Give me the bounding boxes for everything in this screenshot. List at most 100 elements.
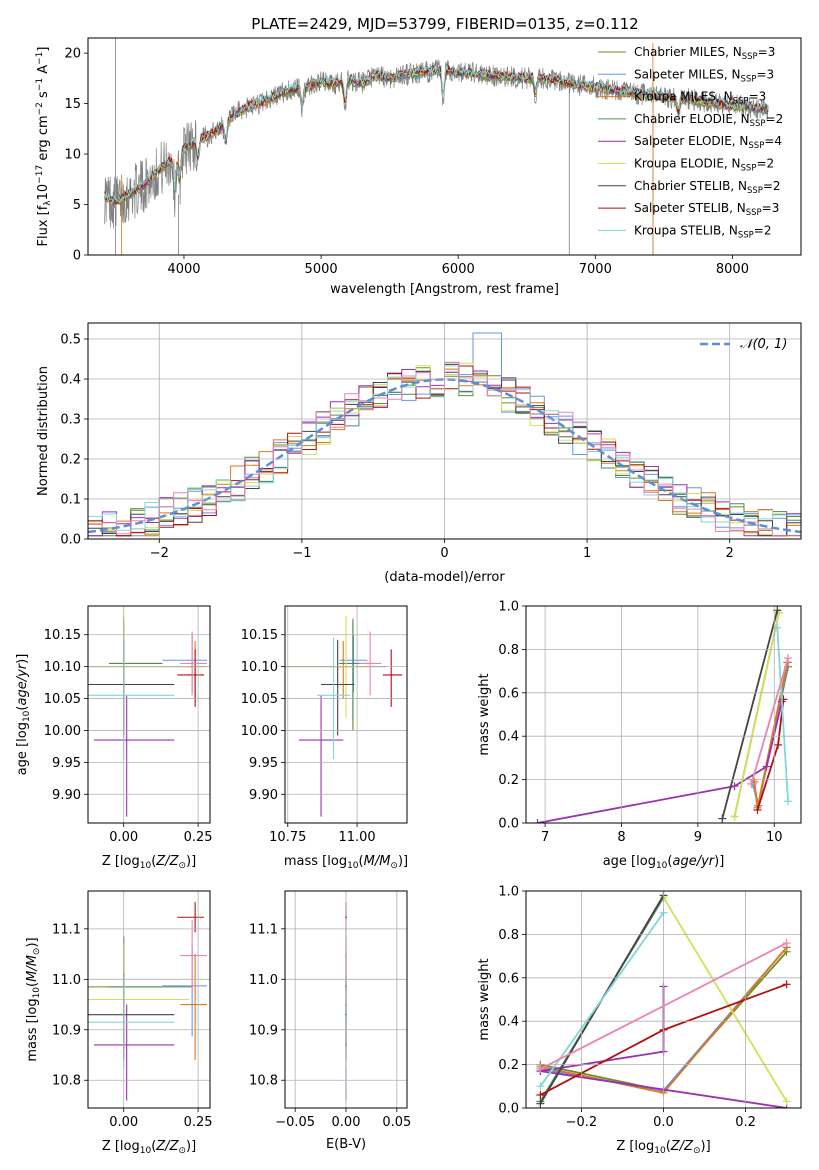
age-vs-z-xlabel-part: ( <box>151 854 156 869</box>
legend-label-value: =3 <box>758 45 776 59</box>
weight_vs_Z-panel: −0.2 0.0 0.2 0.0 0.2 0.4 0.6 0.8 1.0 Z [log10(Z/Z… <box>477 885 802 1156</box>
age-vs-mass-xlabel-part: 10 <box>347 861 359 871</box>
y-tick-label: 0.8 <box>498 928 519 943</box>
legend-label-text: Salpeter STELIB, N <box>634 201 746 215</box>
legend-label-value: =4 <box>764 134 782 148</box>
mass-vs-z-ylabel-part: )] <box>25 937 40 947</box>
y-tick-label: 0.2 <box>498 773 519 788</box>
y-tick-label: 10.9 <box>249 1023 278 1038</box>
x-tick-label: 6000 <box>442 262 475 277</box>
age_vs_mass-frame <box>284 605 408 824</box>
legend-label-text: Kroupa STELIB, N <box>634 223 738 237</box>
x-tick-label: 5000 <box>305 262 338 277</box>
y-tick-label: 0.4 <box>60 373 81 388</box>
weight-line <box>750 657 789 785</box>
y-tick-label: 9.95 <box>52 756 81 771</box>
mass_vs_Z-plot-area <box>88 902 208 1101</box>
spectrum-ylabel-part: λ <box>43 200 53 206</box>
y-tick-label: 0.1 <box>60 493 81 508</box>
legend-label-text: Salpeter ELODIE, N <box>634 134 748 148</box>
x-tick-label: −2 <box>150 546 169 561</box>
weight-vs-z-xlabel: Z [log10(Z/Z⊙)] <box>616 1139 710 1156</box>
mass-vs-z-xlabel-part: ⊙ <box>178 1146 186 1156</box>
y-tick-label: 0.2 <box>60 453 81 468</box>
weight-vs-z-xlabel-part: ⊙ <box>693 1146 701 1156</box>
y-tick-label: 0 <box>73 249 81 264</box>
spectrum-ylabel-part: −1 <box>35 78 45 91</box>
spectrum-ylabel-part: erg cm <box>36 115 51 164</box>
y-tick-label: 0.0 <box>498 1102 519 1117</box>
legend-label-text: Kroupa ELODIE, N <box>634 157 741 171</box>
x-tick-label: 4000 <box>167 262 200 277</box>
legend-label-value: =3 <box>756 67 774 81</box>
legend-label: 𝒩(0, 1) <box>740 337 787 352</box>
residuals-xlabel: (data-model)/error <box>384 570 505 585</box>
legend-label-sub: SSP <box>741 74 757 84</box>
figure-title: PLATE=2429, MJD=53799, FIBERID=0135, z=0… <box>251 15 638 33</box>
x-tick-label: −1 <box>292 546 311 561</box>
weight-vs-z-xlabel-part: Z/Z <box>670 1139 694 1154</box>
spectrum-ylabel-part: 10 <box>36 184 51 201</box>
y-tick-label: 9.90 <box>249 788 278 803</box>
x-tick-label: 0 <box>440 546 448 561</box>
residuals-panel: −2 −1 0 1 2 0.0 0.1 0.2 0.3 0.4 0.5 (data-model)/er… <box>36 322 802 585</box>
weight-line <box>721 610 779 819</box>
y-tick-label: 10.10 <box>241 660 278 675</box>
y-tick-label: 11.1 <box>249 922 278 937</box>
legend-label-text: Chabrier STELIB, N <box>634 179 747 193</box>
legend-label-value: =2 <box>754 223 772 237</box>
y-tick-label: 11.0 <box>249 973 278 988</box>
legend-label: Kroupa STELIB, NSSP=2 <box>634 223 772 240</box>
weight-vs-age-xlabel-part: ( <box>667 854 672 869</box>
spectrum-ylabel-part: −1 <box>35 52 45 65</box>
age-vs-z-ylabel-part: age [log <box>15 722 30 775</box>
spectrum-model-line <box>104 64 769 206</box>
spectrum-plot-area <box>104 38 769 255</box>
y-tick-label: 15 <box>64 97 81 112</box>
y-tick-label: 0.3 <box>60 413 81 428</box>
legend-label-text: Kroupa MILES, N <box>634 90 733 104</box>
y-tick-label: 10.15 <box>44 628 81 643</box>
mass-vs-z-ylabel-part: mass [log <box>25 998 40 1061</box>
x-tick-label: 10.75 <box>269 830 306 845</box>
mass-vs-z-ylabel: mass [log10(M/M⊙)] <box>25 937 42 1061</box>
y-tick-label: 0.0 <box>60 533 81 548</box>
age-vs-z-xlabel-part: 10 <box>140 861 152 871</box>
spectrum-panel: 4000 5000 6000 7000 8000 0 5 10 15 20 wavelength [… <box>35 37 802 297</box>
legend-label-value: =3 <box>762 201 780 215</box>
x-tick-label: 0.00 <box>332 1115 361 1130</box>
y-tick-label: 20 <box>64 47 81 62</box>
mass-vs-z-xlabel-part: Z [log <box>102 1139 140 1154</box>
weight-vs-age-xlabel-part: age/yr <box>672 854 715 869</box>
weight-line <box>662 897 788 1102</box>
age-vs-z-xlabel-part: ⊙ <box>178 861 186 871</box>
weight-vs-age-xlabel-part: 10 <box>656 861 668 871</box>
legend-label-sub: SSP <box>750 119 766 129</box>
legend-label: Kroupa MILES, NSSP=3 <box>634 90 766 107</box>
legend-label-text: Chabrier ELODIE, N <box>634 112 750 126</box>
weight_vs_age-frame <box>525 605 802 824</box>
histogram-step <box>88 365 801 531</box>
legend-label-sub: SSP <box>747 186 763 196</box>
spectrum-xlabel: wavelength [Angstrom, rest frame] <box>330 282 559 297</box>
mass-vs-z-ylabel-part: M/M <box>25 955 40 982</box>
spectrum-model-line <box>104 64 769 203</box>
weight-vs-age-ylabel: mass weight <box>477 673 492 755</box>
x-tick-label: −0.2 <box>566 1115 598 1130</box>
age-vs-z-ylabel-part: 10 <box>22 710 32 722</box>
age_vs_Z-frame <box>87 605 211 824</box>
x-tick-label: 0.00 <box>109 830 138 845</box>
x-tick-label: 0.25 <box>184 830 213 845</box>
y-tick-label: 10.10 <box>44 660 81 675</box>
spectrum-ylabel-part: −2 <box>35 102 45 115</box>
age-vs-z-ylabel-part: ( <box>15 706 30 711</box>
age-vs-mass-xlabel-part: )] <box>398 854 408 869</box>
age-vs-z-xlabel-part: )] <box>186 854 196 869</box>
y-tick-label: 10.8 <box>52 1074 81 1089</box>
mass_vs_ebv-panel: −0.05 0.00 0.05 10.8 10.9 11.0 11.1 E(B-V) <box>249 890 411 1152</box>
weight-vs-z-xlabel-part: 10 <box>654 1146 666 1156</box>
x-tick-label: 0.25 <box>184 1115 213 1130</box>
legend-label: Salpeter MILES, NSSP=3 <box>634 67 774 84</box>
